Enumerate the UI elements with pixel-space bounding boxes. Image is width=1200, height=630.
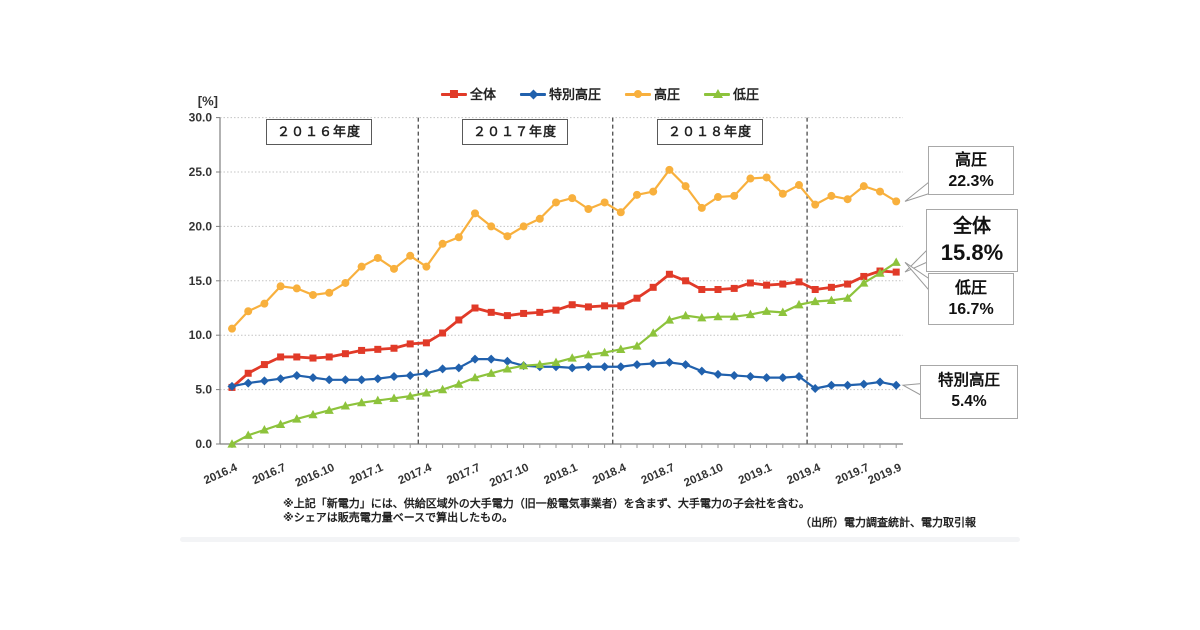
svg-text:2017.4: 2017.4 (397, 462, 435, 488)
callout-tokubetsu-kouatsu: 特別高圧 5.4% (920, 365, 1018, 419)
svg-text:2016.4: 2016.4 (202, 462, 240, 488)
svg-text:[%]: [%] (198, 94, 218, 109)
svg-text:25.0: 25.0 (189, 165, 213, 179)
svg-text:2018.1: 2018.1 (542, 462, 580, 488)
footnote-line2: ※シェアは販売電力量ベースで算出したもの。 (283, 512, 514, 524)
svg-text:2019.4: 2019.4 (785, 462, 823, 488)
year-band-2017: ２０１７年度 (462, 119, 568, 145)
svg-text:2018.7: 2018.7 (640, 462, 677, 487)
zentai-square-marker-icon (440, 88, 467, 100)
legend-item-kouatsu: 高圧 (625, 84, 680, 103)
callout-zentai: 全体 15.8% (926, 209, 1018, 272)
callout-value: 22.3% (948, 173, 994, 190)
svg-text:15.0: 15.0 (189, 274, 213, 288)
legend-label: 全体 (469, 87, 496, 102)
svg-text:0.0: 0.0 (195, 437, 212, 451)
legend-item-teiatsu: 低圧 (704, 84, 759, 103)
svg-text:2018.4: 2018.4 (591, 462, 629, 488)
legend-label: 低圧 (733, 87, 760, 102)
legend-item-zentai: 全体 (440, 84, 496, 103)
year-band-2016: ２０１６年度 (266, 119, 372, 145)
svg-text:2016.10: 2016.10 (294, 462, 337, 490)
callout-label: 全体 (952, 216, 991, 237)
tokubetsu-kouatsu-diamond-marker-icon (519, 88, 546, 100)
svg-text:2018.10: 2018.10 (682, 462, 725, 490)
callout-label: 特別高圧 (937, 372, 1000, 389)
callout-kouatsu: 高圧 22.3% (928, 146, 1014, 195)
teiatsu-triangle-marker-icon (704, 88, 731, 100)
svg-text:30.0: 30.0 (189, 111, 213, 125)
source-credit: （出所）電力調査統計、電力取引報 (800, 517, 976, 529)
callout-label: 低圧 (954, 280, 987, 297)
kouatsu-circle-marker-icon (625, 88, 651, 100)
svg-text:2019.7: 2019.7 (834, 462, 871, 487)
callout-value: 5.4% (951, 393, 987, 410)
svg-text:20.0: 20.0 (189, 219, 213, 233)
chart-legend: 全体 特別高圧 高圧 低圧 (440, 84, 759, 103)
svg-text:2019.1: 2019.1 (737, 462, 775, 488)
footnote-line1: ※上記「新電力」には、供給区域外の大手電力（旧一般電気事業者）を含まず、大手電力… (283, 498, 810, 510)
callout-value: 16.7% (948, 301, 994, 318)
svg-text:2017.10: 2017.10 (488, 462, 531, 490)
legend-item-tokubetsu-kouatsu: 特別高圧 (519, 84, 601, 103)
svg-text:2019.9: 2019.9 (866, 462, 903, 487)
svg-text:2017.7: 2017.7 (445, 462, 482, 487)
svg-text:10.0: 10.0 (189, 328, 213, 342)
callout-label: 高圧 (954, 152, 987, 169)
svg-text:2016.7: 2016.7 (251, 462, 288, 487)
year-band-2018: ２０１８年度 (657, 119, 763, 145)
legend-label: 特別高圧 (548, 87, 601, 102)
callout-value: 15.8% (940, 240, 1004, 265)
svg-text:5.0: 5.0 (195, 383, 212, 397)
legend-label: 高圧 (654, 87, 681, 102)
footnotes: ※上記「新電力」には、供給区域外の大手電力（旧一般電気事業者）を含まず、大手電力… (283, 497, 810, 525)
svg-text:2017.1: 2017.1 (348, 462, 386, 488)
callout-teiatsu: 低圧 16.7% (928, 273, 1014, 325)
image-bottom-edge (180, 537, 1020, 542)
